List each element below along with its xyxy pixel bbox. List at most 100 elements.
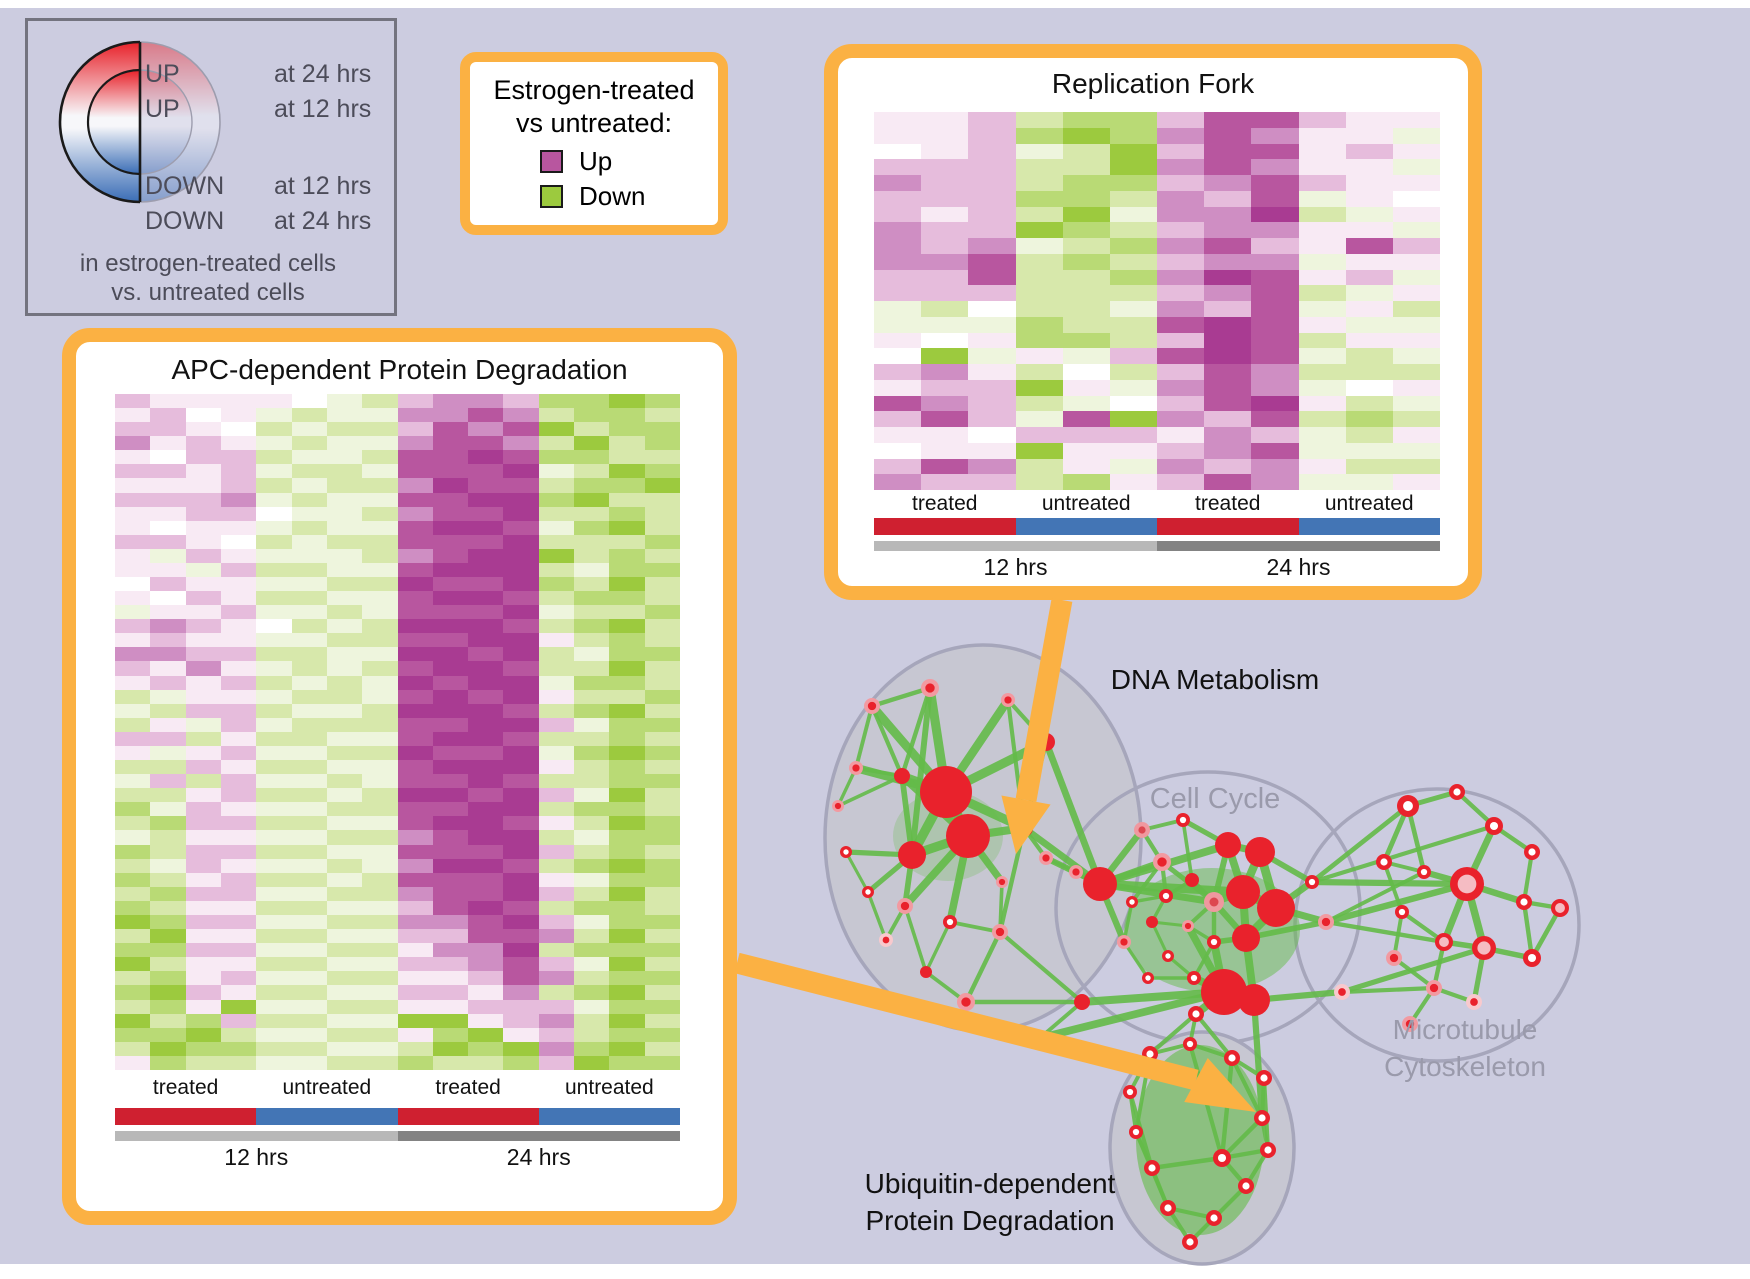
heatmap-cell xyxy=(921,348,969,364)
heatmap-cell xyxy=(1062,474,1110,490)
heatmap-cell xyxy=(503,717,539,732)
heatmap-cell xyxy=(1157,301,1205,317)
heatmap-cell xyxy=(1392,458,1440,475)
heatmap-cell xyxy=(874,411,922,427)
heatmap-cell xyxy=(609,450,645,465)
heatmap-cell xyxy=(468,703,504,718)
heatmap-cell xyxy=(1109,348,1157,364)
heatmap-cell xyxy=(115,774,151,789)
heatmap-cell xyxy=(150,1013,186,1028)
heatmap-cell xyxy=(115,830,151,845)
heatmap-cell xyxy=(291,858,327,873)
heatmap-cell xyxy=(1392,190,1440,207)
heatmap-cell xyxy=(326,520,363,535)
heatmap-cell xyxy=(362,436,398,451)
heatmap-cell xyxy=(397,436,433,451)
heatmap-cell xyxy=(220,1027,257,1042)
heatmap-cell xyxy=(362,422,398,437)
heatmap-cell xyxy=(185,562,221,578)
heatmap-cell xyxy=(326,394,363,409)
heatmap-cell xyxy=(1298,316,1346,333)
heatmap-cell xyxy=(291,830,327,845)
heatmap-cell xyxy=(1062,427,1110,443)
untreated-bar-segment xyxy=(1015,518,1157,535)
heatmap-cell xyxy=(538,816,575,831)
heatmap-cell xyxy=(1062,285,1110,301)
heatmap-cell xyxy=(468,689,504,704)
heatmap-cell xyxy=(1109,427,1157,443)
heatmap-cell xyxy=(574,520,610,535)
heatmap-cell xyxy=(1251,127,1299,144)
heatmap-cell xyxy=(538,562,575,578)
heatmap-cell xyxy=(185,816,221,831)
heatmap-cell xyxy=(1204,442,1252,459)
heatmap-cell xyxy=(397,886,433,901)
heatmap-cell xyxy=(397,957,433,972)
heatmap-cell xyxy=(1251,316,1299,333)
heatmap-cell xyxy=(185,914,221,930)
heatmap-cell xyxy=(326,886,363,901)
heatmap-cell xyxy=(609,971,645,986)
heatmap-cell xyxy=(468,802,504,817)
heatmap-cell xyxy=(220,394,257,409)
heatmap-cell xyxy=(185,534,221,549)
heatmap-cell xyxy=(538,900,575,915)
heatmap-cell xyxy=(503,394,539,409)
heatmap-cell xyxy=(185,858,221,873)
heatmap-cell xyxy=(185,436,221,451)
heatmap-cell xyxy=(220,591,257,606)
heatmap-cell xyxy=(609,675,645,690)
heatmap-cell xyxy=(468,450,504,465)
heatmap-cell xyxy=(1298,458,1346,475)
updown-legend-title: Estrogen-treated vs untreated: xyxy=(470,74,718,140)
heatmap-cell xyxy=(1251,159,1299,175)
heatmap-cell xyxy=(362,914,398,930)
heatmap-cell xyxy=(574,985,610,1000)
heatmap-cell xyxy=(432,422,469,437)
heatmap-cell xyxy=(326,464,363,479)
heatmap-cell xyxy=(432,971,469,986)
heatmap-cell xyxy=(1015,143,1063,160)
heatmap-cell xyxy=(644,760,680,775)
apc-time-bar xyxy=(115,1131,680,1141)
ring-legend-down12-word: DOWN xyxy=(145,172,225,200)
heatmap-cell xyxy=(150,900,186,915)
heatmap-cell xyxy=(291,971,327,986)
heatmap-cell xyxy=(609,1027,645,1042)
heatmap-cell xyxy=(115,492,151,507)
heatmap-cell xyxy=(1251,348,1299,364)
heatmap-cell xyxy=(1251,379,1299,396)
heatmap-cell xyxy=(609,802,645,817)
heatmap-cell xyxy=(1062,348,1110,364)
heatmap-cell xyxy=(574,633,610,648)
heatmap-cell xyxy=(291,872,327,887)
heatmap-cell xyxy=(291,450,327,465)
heatmap-cell xyxy=(256,450,292,465)
heatmap-cell xyxy=(1251,427,1299,443)
heatmap-cell xyxy=(609,830,645,845)
heatmap-cell xyxy=(609,900,645,915)
heatmap-cell xyxy=(574,591,610,606)
heatmap-cell xyxy=(1062,379,1110,396)
heatmap-cell xyxy=(1109,127,1157,144)
apc-time-labels: 12 hrs 24 hrs xyxy=(115,1144,680,1172)
cluster-label-ubiquitin-line2: Protein Degradation xyxy=(865,1205,1115,1236)
heatmap-cell xyxy=(326,900,363,915)
heatmap-cell xyxy=(150,999,186,1014)
heatmap-cell xyxy=(326,506,363,521)
heatmap-cell xyxy=(874,175,922,191)
heatmap-cell xyxy=(644,886,680,901)
heatmap-cell xyxy=(256,520,292,535)
ring-legend-diagram xyxy=(58,40,221,204)
heatmap-cell xyxy=(921,458,969,475)
heatmap-cell xyxy=(968,206,1016,223)
heatmap-cell xyxy=(503,464,539,479)
heatmap-cell xyxy=(256,745,292,761)
heatmap-cell xyxy=(968,427,1016,443)
heatmap-cell xyxy=(1204,364,1252,380)
heatmap-cell xyxy=(185,520,221,535)
heatmap-cell xyxy=(432,394,469,409)
heatmap-cell xyxy=(185,957,221,972)
heatmap-cell xyxy=(609,1013,645,1028)
heatmap-cell xyxy=(1251,175,1299,191)
